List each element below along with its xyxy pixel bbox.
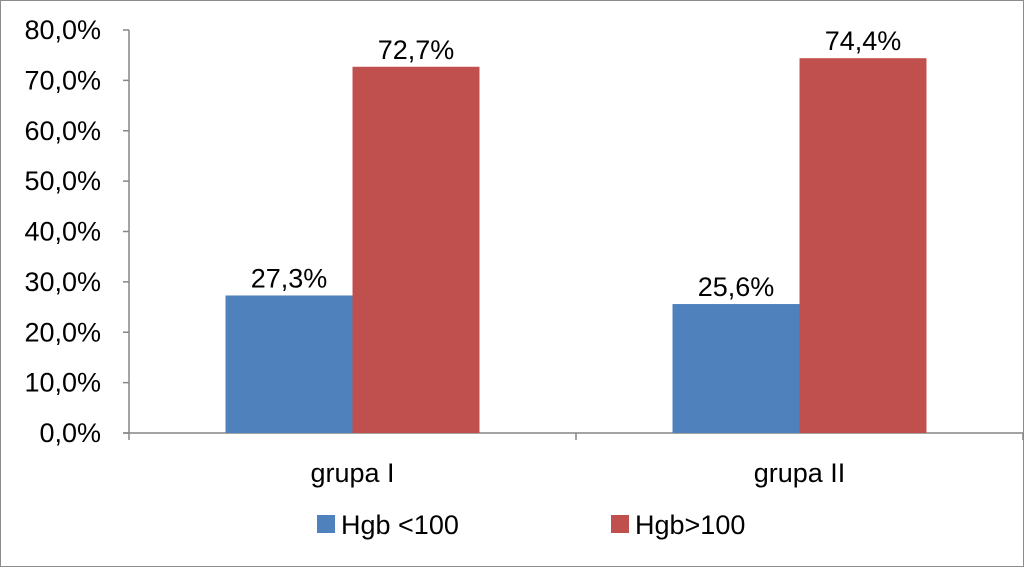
y-tick-label: 70,0%	[24, 65, 101, 95]
bars	[225, 58, 927, 434]
legend-swatch	[317, 515, 335, 533]
data-label: 72,7%	[378, 35, 455, 65]
bar-hgb-lt-100-1	[225, 295, 353, 433]
bar-hgb-lt-100-2	[672, 304, 800, 433]
y-tick-label: 40,0%	[24, 217, 101, 247]
y-tick-label: 60,0%	[24, 116, 101, 146]
legend-label: Hgb>100	[635, 510, 745, 540]
y-tick-label: 30,0%	[24, 267, 101, 297]
data-label: 27,3%	[251, 263, 328, 293]
x-axis-ticks	[128, 433, 1024, 440]
y-tick-label: 50,0%	[24, 166, 101, 196]
y-tick-label: 20,0%	[24, 317, 101, 347]
data-label: 74,4%	[825, 26, 902, 56]
data-label: 25,6%	[698, 272, 775, 302]
x-category-label: grupa I	[310, 458, 394, 488]
y-tick-label: 0,0%	[39, 418, 101, 448]
bar-hgb-gt-100-2	[799, 58, 927, 434]
legend: Hgb <100 Hgb>100	[317, 510, 745, 540]
data-labels: 27,3% 72,7% 25,6% 74,4%	[251, 26, 902, 302]
y-axis-ticks: 0,0% 10,0% 20,0% 30,0% 40,0% 50,0% 60,0% 70,0% 8…	[24, 15, 129, 448]
legend-swatch	[611, 515, 629, 533]
legend-label: Hgb <100	[341, 510, 459, 540]
y-tick-label: 80,0%	[24, 15, 101, 45]
bar-hgb-gt-100-1	[352, 66, 480, 434]
x-category-label: grupa II	[754, 458, 846, 488]
x-axis-labels: grupa I grupa II	[310, 458, 845, 488]
y-tick-label: 10,0%	[24, 368, 101, 398]
